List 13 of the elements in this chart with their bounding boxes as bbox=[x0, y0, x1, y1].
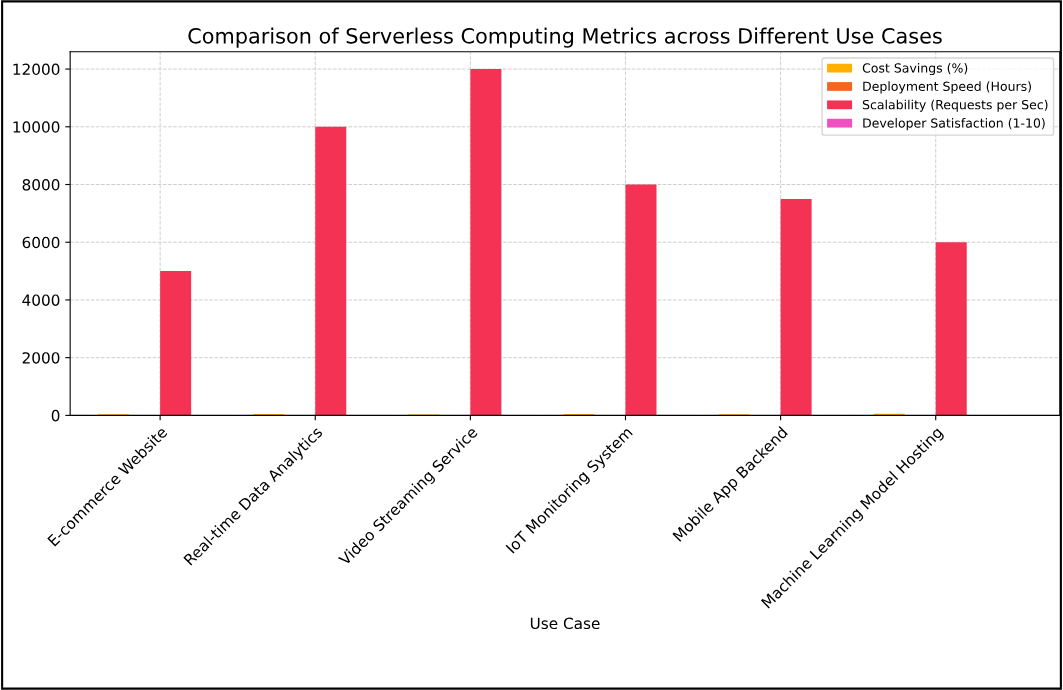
chart-title: Comparison of Serverless Computing Metrics across Different Use Cases bbox=[188, 27, 942, 48]
y-tick-label: 4000 bbox=[22, 294, 60, 306]
legend-label: Scalability (Requests per Sec) bbox=[862, 99, 1048, 112]
legend-label: Developer Satisfaction (1-10) bbox=[863, 118, 1045, 131]
y-tick-label: 6000 bbox=[22, 236, 60, 249]
legend-label: Deployment Speed (Hours) bbox=[863, 81, 1031, 94]
y-tick-label: 8000 bbox=[22, 178, 60, 191]
y-tick-label: 12000 bbox=[13, 63, 60, 76]
legend-label: Cost Savings (%) bbox=[862, 63, 968, 76]
y-tick-label: 2000 bbox=[22, 352, 60, 364]
y-tick-label: 10000 bbox=[13, 121, 60, 133]
x-axis-title: Use Case bbox=[530, 617, 600, 630]
y-tick-label: 0 bbox=[51, 409, 60, 422]
